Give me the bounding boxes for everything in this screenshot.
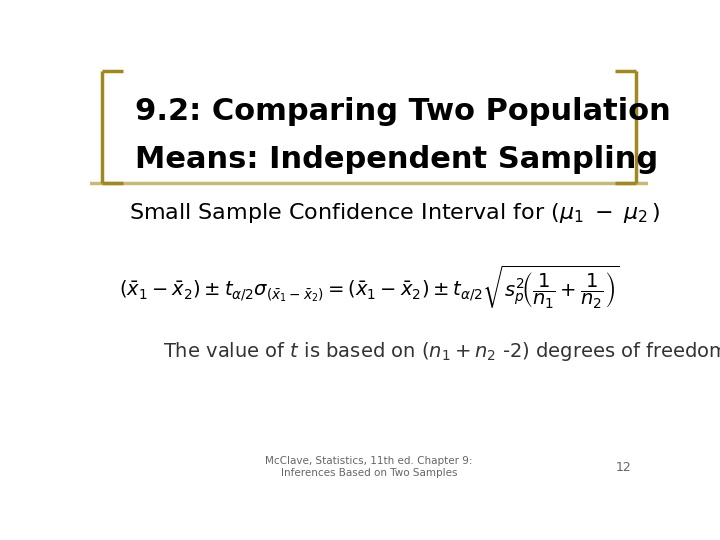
Text: 9.2: Comparing Two Population: 9.2: Comparing Two Population: [135, 97, 670, 126]
Text: $\left(\bar{x}_1 - \bar{x}_2\right) \pm t_{\alpha/2}\sigma_{(\bar{x}_1-\bar{x}_2: $\left(\bar{x}_1 - \bar{x}_2\right) \pm …: [119, 264, 619, 311]
Text: 12: 12: [616, 461, 631, 474]
Text: Means: Independent Sampling: Means: Independent Sampling: [135, 145, 658, 174]
Text: McClave, Statistics, 11th ed. Chapter 9:
Inferences Based on Two Samples: McClave, Statistics, 11th ed. Chapter 9:…: [265, 456, 473, 478]
Text: Small Sample Confidence Interval for $(\mu_1 \; - \; \mu_2 \, )$: Small Sample Confidence Interval for $(\…: [129, 201, 660, 225]
Text: The value of $t$ is based on $(n_1 + n_2$ -2) degrees of freedom.: The value of $t$ is based on $(n_1 + n_2…: [163, 340, 720, 363]
